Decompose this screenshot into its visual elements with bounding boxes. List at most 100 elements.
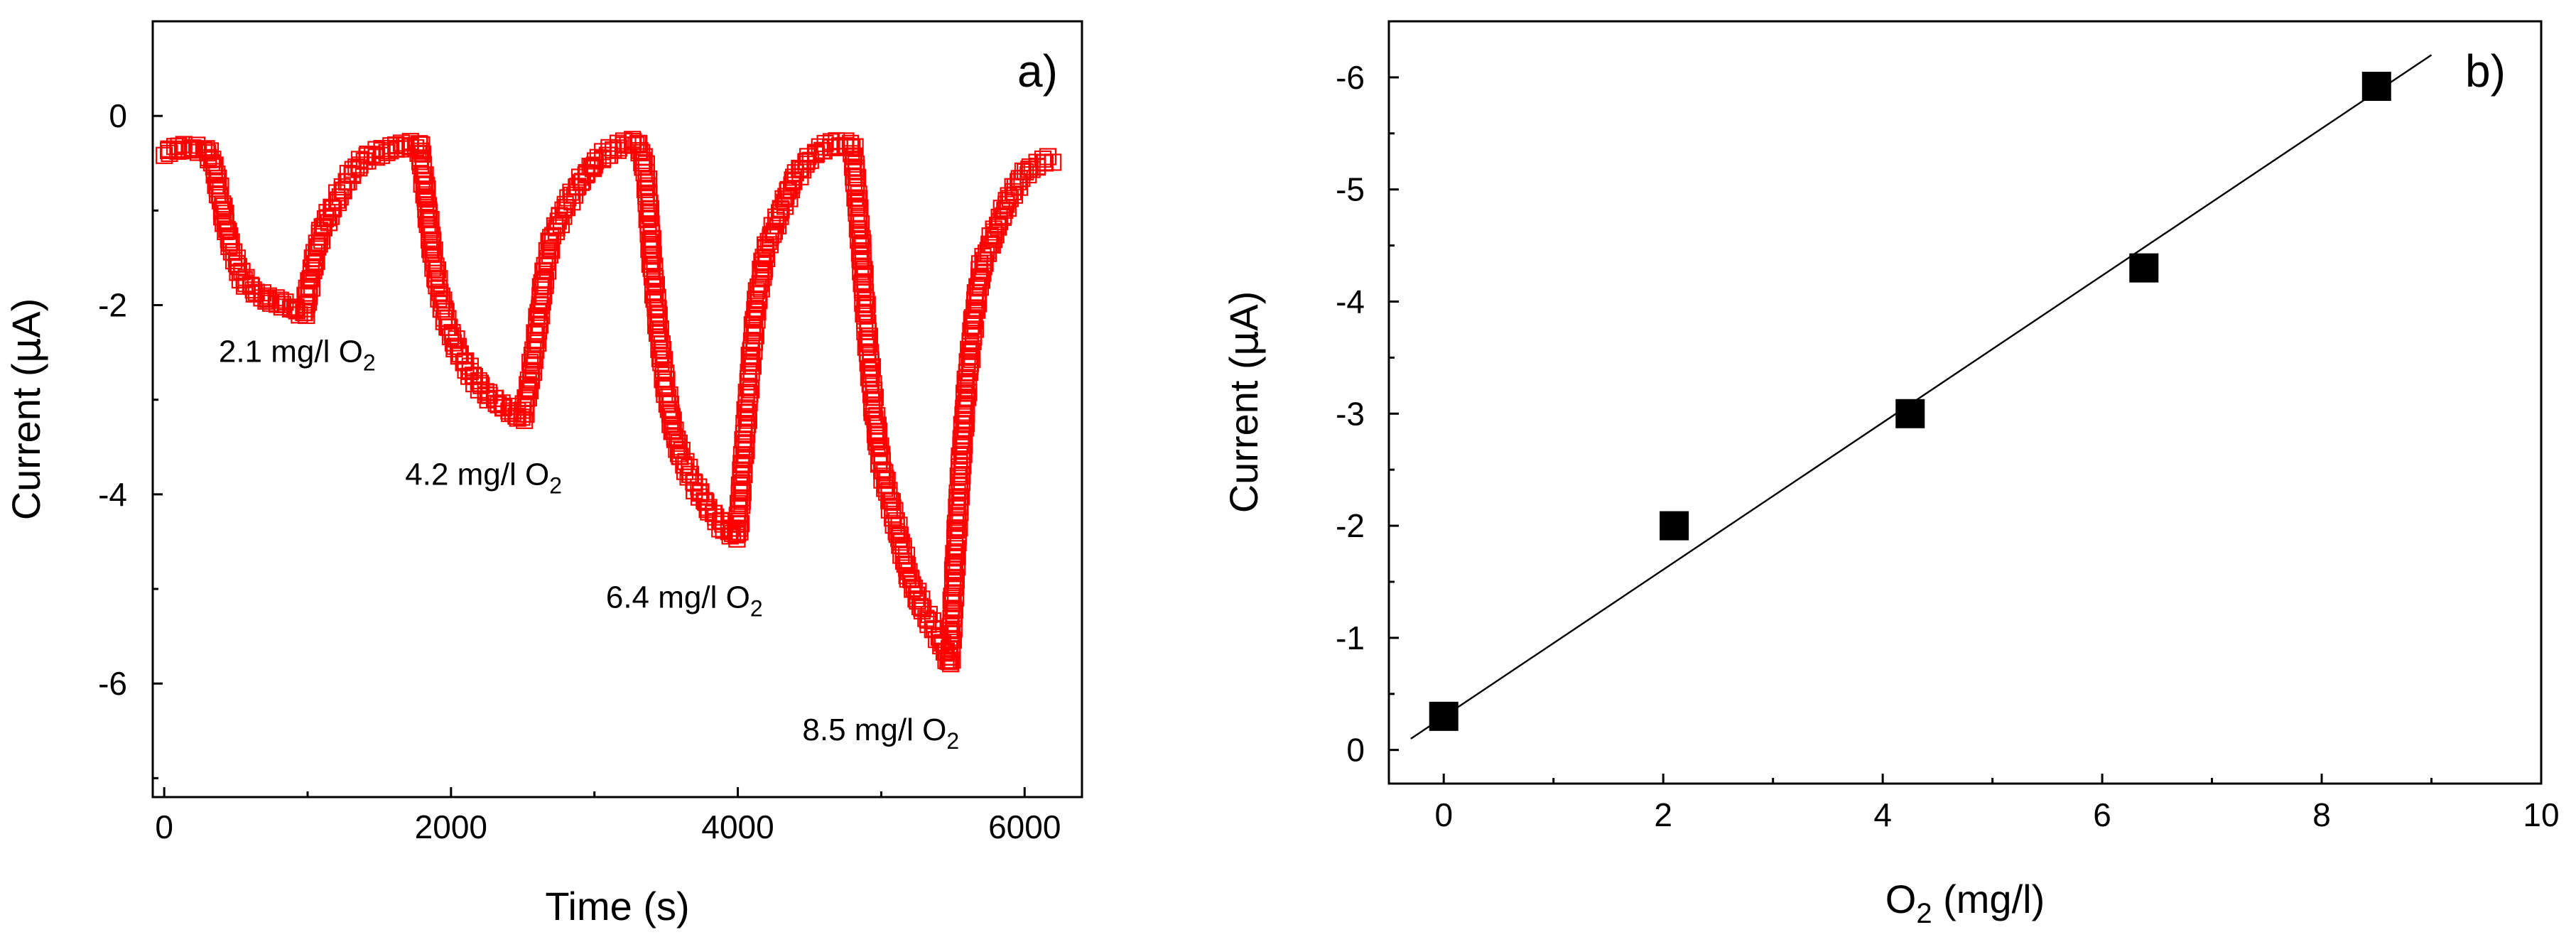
- data-point-a: [951, 498, 969, 516]
- data-point-a: [862, 386, 880, 404]
- annotations-a: 2.1 mg/l O2 4.2 mg/l O2 6.4 mg/l O2 8.5 mg/…: [219, 334, 959, 754]
- ticks-b: 0 2 4 6 8 10 0 -1 -2 -3 -4 -5 -6: [1336, 20, 2560, 833]
- data-point-a: [727, 526, 745, 543]
- data-point-a: [894, 537, 912, 556]
- data-point-a: [412, 142, 431, 160]
- data-point-a: [887, 523, 905, 541]
- data-point-a: [985, 223, 1003, 241]
- data-point-a: [1035, 153, 1053, 171]
- data-point-a: [962, 322, 980, 340]
- data-point-a: [640, 193, 658, 212]
- data-point-a: [549, 212, 567, 230]
- data-point-a: [424, 259, 442, 277]
- data-point-a: [328, 184, 346, 202]
- data-point-a: [646, 257, 664, 275]
- data-point-a: [309, 238, 327, 256]
- data-point-a: [765, 222, 784, 240]
- y-axis-title-b: Current (μA): [1221, 291, 1267, 514]
- data-point-a: [638, 210, 656, 229]
- data-point-a: [859, 318, 877, 336]
- y-tick-label-a: -2: [98, 287, 127, 324]
- data-point-a: [865, 408, 882, 426]
- data-point-a: [751, 275, 769, 293]
- data-point-a: [636, 180, 654, 198]
- data-point-a: [494, 399, 513, 416]
- data-point-a: [642, 235, 660, 254]
- data-point-a: [949, 509, 967, 526]
- plot-frame-a: [151, 20, 1083, 798]
- data-point-a: [675, 456, 693, 474]
- data-point-a: [857, 305, 875, 323]
- data-point-a: [205, 166, 223, 184]
- x-axis-title-a: Time (s): [545, 884, 689, 929]
- data-point-a: [853, 237, 870, 256]
- data-point-a: [850, 221, 868, 239]
- data-marks-b: [1429, 72, 2391, 731]
- annotation-label: 8.5 mg/l O2: [802, 713, 959, 754]
- y-tick-label-b: -4: [1336, 283, 1365, 320]
- data-point-a: [951, 447, 968, 465]
- data-point-a: [435, 291, 453, 309]
- x-tick-label-b: 2: [1654, 796, 1672, 833]
- data-point-a: [533, 274, 551, 292]
- data-point-a: [863, 404, 881, 421]
- fit-line-group: [1410, 54, 2432, 740]
- data-point-a: [213, 208, 231, 226]
- data-point-a: [261, 294, 280, 312]
- data-point-a: [531, 296, 548, 313]
- data-point-a: [884, 505, 902, 523]
- data-point-a: [990, 218, 1007, 236]
- ticks-a: 0 2000 4000 6000 0 -2 -4 -6: [98, 20, 1061, 845]
- data-point-a: [646, 299, 664, 317]
- data-point-a: [656, 351, 673, 369]
- data-point-a: [656, 377, 673, 394]
- data-point-a: [218, 221, 236, 239]
- x-tick-label-a: 0: [155, 808, 173, 845]
- data-point-a: [948, 540, 965, 558]
- y-tick-label-b: -6: [1336, 59, 1365, 96]
- x-tick-label-b: 4: [1873, 796, 1892, 833]
- data-point-a: [894, 552, 913, 570]
- data-point-a: [890, 516, 908, 534]
- data-point-a: [470, 372, 487, 390]
- data-point-a: [444, 334, 462, 352]
- data-point-a: [848, 168, 867, 186]
- data-point-a: [996, 201, 1014, 220]
- data-point-a: [740, 347, 758, 364]
- y-tick-label-b: -1: [1336, 619, 1365, 656]
- data-point-a: [197, 140, 215, 158]
- data-point-a: [956, 395, 973, 413]
- data-point-a: [1044, 153, 1062, 171]
- data-point-a: [418, 180, 436, 198]
- data-point-a: [735, 415, 753, 433]
- data-point-a: [635, 163, 653, 182]
- data-point-a: [843, 145, 860, 163]
- data-point-a: [954, 457, 972, 475]
- data-point-a: [658, 394, 676, 412]
- x-tick-label-a: 6000: [988, 808, 1061, 845]
- data-point-a: [637, 174, 655, 192]
- data-point-a: [649, 288, 666, 306]
- data-point-a: [679, 468, 697, 486]
- data-point-a: [735, 425, 753, 443]
- data-point-a: [852, 263, 870, 281]
- y-tick-label-a: -4: [98, 476, 127, 513]
- data-point-a: [642, 223, 660, 241]
- data-point-a: [974, 264, 992, 282]
- panel-label-b: b): [2465, 45, 2506, 97]
- data-point-a: [516, 411, 534, 429]
- data-point-b: [1895, 399, 1925, 428]
- y-tick-label-b: -5: [1336, 171, 1365, 208]
- data-point-a: [170, 137, 188, 155]
- chart-panel-b: 0 2 4 6 8 10 0 -1 -2 -3 -4 -5 -6 b) O2 (mg/l) Curren…: [1221, 20, 2560, 929]
- data-point-a: [367, 141, 385, 158]
- data-point-a: [858, 344, 876, 362]
- data-point-a: [846, 138, 864, 156]
- data-point-a: [318, 204, 336, 222]
- data-point-a: [757, 249, 776, 268]
- data-point-a: [421, 221, 440, 239]
- data-point-a: [676, 462, 694, 480]
- data-point-a: [654, 341, 672, 359]
- data-point-a: [267, 289, 285, 307]
